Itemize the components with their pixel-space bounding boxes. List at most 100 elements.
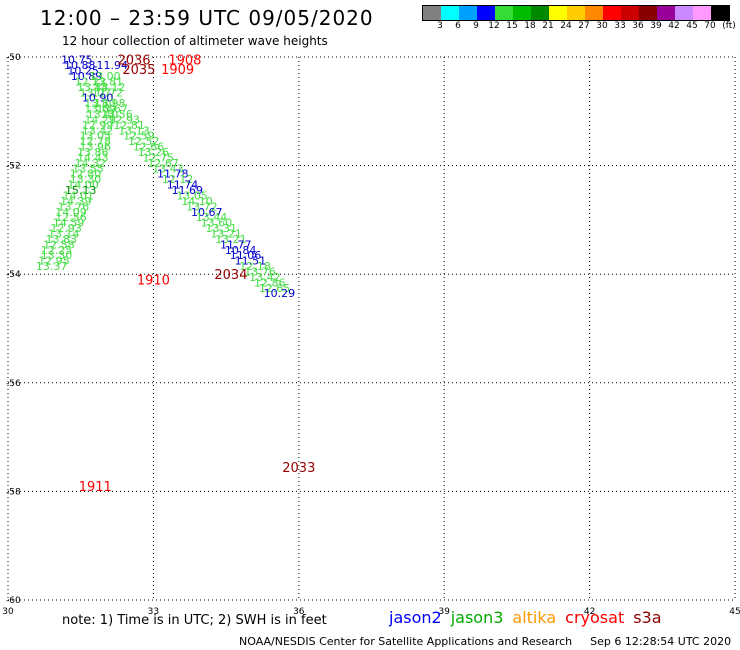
wave-height-value: 13.00	[89, 70, 121, 83]
wave-height-value: 14.00	[67, 179, 99, 192]
lon-tick-label: 33	[148, 607, 159, 617]
wave-height-value: 13.26	[138, 146, 170, 159]
scale-swatch	[549, 6, 567, 20]
wave-height-value: 12.93	[109, 113, 141, 126]
scale-swatch	[477, 6, 495, 20]
wave-height-value: 13.12	[94, 81, 126, 94]
wave-height-value: 12.99	[82, 119, 114, 132]
scale-swatch	[567, 6, 585, 20]
wave-height-value: 12.78	[79, 135, 111, 148]
wave-height-value: 12.18	[239, 260, 271, 273]
wave-height-value: 13.42	[82, 124, 114, 137]
scale-swatch	[585, 6, 603, 20]
lat-tick-label: -50	[6, 53, 21, 63]
wave-height-value: 14.32	[75, 157, 107, 170]
wave-height-value: 12.86	[254, 276, 286, 289]
wave-height-value: 12.56	[55, 211, 87, 224]
scale-swatch	[531, 6, 549, 20]
pass-time-label: 1911	[79, 480, 112, 495]
satellite-legend-item: jason2	[389, 608, 442, 627]
wave-height-value: 13.13	[118, 124, 150, 137]
scale-label: 33	[614, 21, 626, 31]
scale-label: 39	[650, 21, 662, 31]
wave-height-value: 13.21	[215, 233, 247, 246]
scale-label: 15	[506, 21, 518, 31]
wave-height-value: 13.76	[58, 200, 90, 213]
wave-height-value: 13.07	[79, 86, 111, 99]
wave-height-value: 13.69	[84, 103, 116, 116]
scale-label: 3	[437, 21, 443, 31]
wave-height-value: 13.43	[152, 162, 184, 175]
wave-height-value: 13.55	[72, 162, 104, 175]
wave-height-value: 14.43	[77, 151, 109, 164]
wave-height-value: 15.13	[65, 184, 97, 197]
wave-height-value: 13.42	[249, 271, 281, 284]
wave-height-value: 13.67	[96, 103, 128, 116]
wave-height-value: 13.56	[101, 108, 133, 121]
wave-height-value: 12.75	[142, 151, 174, 164]
scale-swatch	[657, 6, 675, 20]
scale-label: 21	[542, 21, 554, 31]
wave-height-value: 11.94	[96, 59, 128, 72]
wave-height-value: 10.84	[225, 244, 257, 257]
wave-height-value: 14.59	[53, 217, 85, 230]
scale-swatch	[639, 6, 657, 20]
wave-height-value: 13.30	[70, 173, 102, 186]
lat-tick-label: -58	[6, 487, 21, 497]
wave-height-value: 13.60	[201, 217, 233, 230]
wave-height-value: 12.93	[50, 222, 82, 235]
wave-height-value: 13.76	[244, 265, 276, 278]
wave-height-value: 11.69	[172, 184, 204, 197]
wave-height-value: 13.44	[196, 211, 228, 224]
wave-height-value: 10.75	[61, 54, 93, 67]
scale-swatch	[621, 6, 639, 20]
wave-height-value: 13.05	[79, 130, 111, 143]
scale-swatch	[459, 6, 477, 20]
scale-label: 9	[473, 21, 479, 31]
color-scale-bar	[422, 5, 730, 21]
lat-tick-label: -56	[6, 379, 21, 389]
footer: NOAA/NESDIS Center for Satellite Applica…	[239, 635, 740, 648]
scale-label: 18	[524, 21, 536, 31]
lon-tick-label: 36	[293, 607, 305, 617]
scale-swatch	[441, 6, 459, 20]
scale-label: 12	[488, 21, 500, 31]
scale-label: 24	[560, 21, 572, 31]
footer-org: NOAA/NESDIS Center for Satellite Applica…	[239, 635, 573, 648]
lon-tick-label: 30	[2, 607, 14, 617]
scale-label: 36	[632, 21, 644, 31]
wave-height-value: 12.67	[147, 157, 179, 170]
wave-height-value: 14.39	[60, 195, 92, 208]
wave-height-value: 12.25	[41, 244, 73, 257]
pass-time-label: 2034	[214, 268, 247, 283]
wave-height-value: 13.80	[84, 97, 116, 110]
wave-height-value: 12.58	[43, 238, 75, 251]
scale-swatch	[495, 6, 513, 20]
wave-height-value: 13.98	[94, 97, 126, 110]
scale-swatch	[675, 6, 693, 20]
wave-height-value: 12.80	[70, 168, 102, 181]
wave-height-value: 12.22	[75, 75, 107, 88]
lon-tick-label: 45	[729, 607, 740, 617]
wave-height-value: 11.78	[157, 168, 189, 181]
wave-height-value: 13.96	[79, 141, 111, 154]
scale-label: 6	[455, 21, 461, 31]
scale-label: 70	[704, 21, 716, 31]
map-tick-labels: 30 33 36 39 42 45 -50 -52 -54 -56 -58 -60	[2, 53, 740, 617]
lat-tick-label: -60	[6, 596, 21, 606]
wave-height-value: 13.21	[210, 227, 242, 240]
wave-height-value: 14.01	[63, 189, 95, 202]
footer-timestamp: Sep 6 12:28:54 UTC 2020	[590, 635, 732, 648]
wave-height-value: 10.90	[82, 92, 114, 105]
lat-tick-label: -54	[6, 270, 21, 280]
wave-height-value: 13.83	[46, 233, 78, 246]
wave-height-value: 13.44	[77, 81, 109, 94]
pass-time-labels: 2036 1908 2035 1909 1910 1911 2034 2033	[79, 54, 316, 495]
lon-tick-label: 39	[438, 607, 450, 617]
wave-height-value: 13.86	[77, 146, 109, 159]
wave-height-value: 12.65	[259, 282, 291, 295]
scale-swatch	[423, 6, 441, 20]
lon-tick-label: 42	[584, 607, 595, 617]
lat-tick-label: -52	[6, 162, 21, 172]
